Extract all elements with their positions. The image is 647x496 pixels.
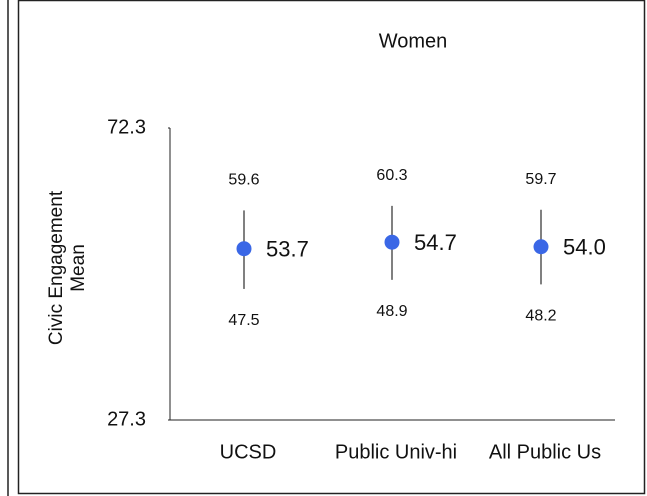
- mean-label: 54.7: [414, 230, 457, 255]
- mean-dot: [384, 234, 400, 250]
- frame: [17, 0, 646, 495]
- upper-label: 59.7: [525, 171, 556, 188]
- mean-label: 53.7: [266, 237, 309, 262]
- chart-title: Women: [379, 30, 448, 52]
- y-axis-label: Civic Engagement: [46, 190, 67, 345]
- lower-label: 47.5: [228, 312, 259, 329]
- x-tick-label: Public Univ-hi: [335, 441, 457, 463]
- y-tick-label: 27.3: [107, 408, 146, 430]
- mean-label: 54.0: [563, 235, 606, 260]
- lower-label: 48.9: [376, 303, 407, 320]
- upper-label: 59.6: [228, 172, 259, 189]
- x-tick-label: UCSD: [220, 441, 277, 463]
- mean-dot: [236, 241, 252, 257]
- mean-dot: [533, 239, 549, 255]
- x-tick-label: All Public Us: [489, 441, 601, 463]
- y-tick-label: 72.3: [107, 116, 146, 138]
- upper-label: 60.3: [376, 167, 407, 184]
- lower-label: 48.2: [525, 308, 556, 325]
- y-axis-label: Mean: [68, 244, 89, 292]
